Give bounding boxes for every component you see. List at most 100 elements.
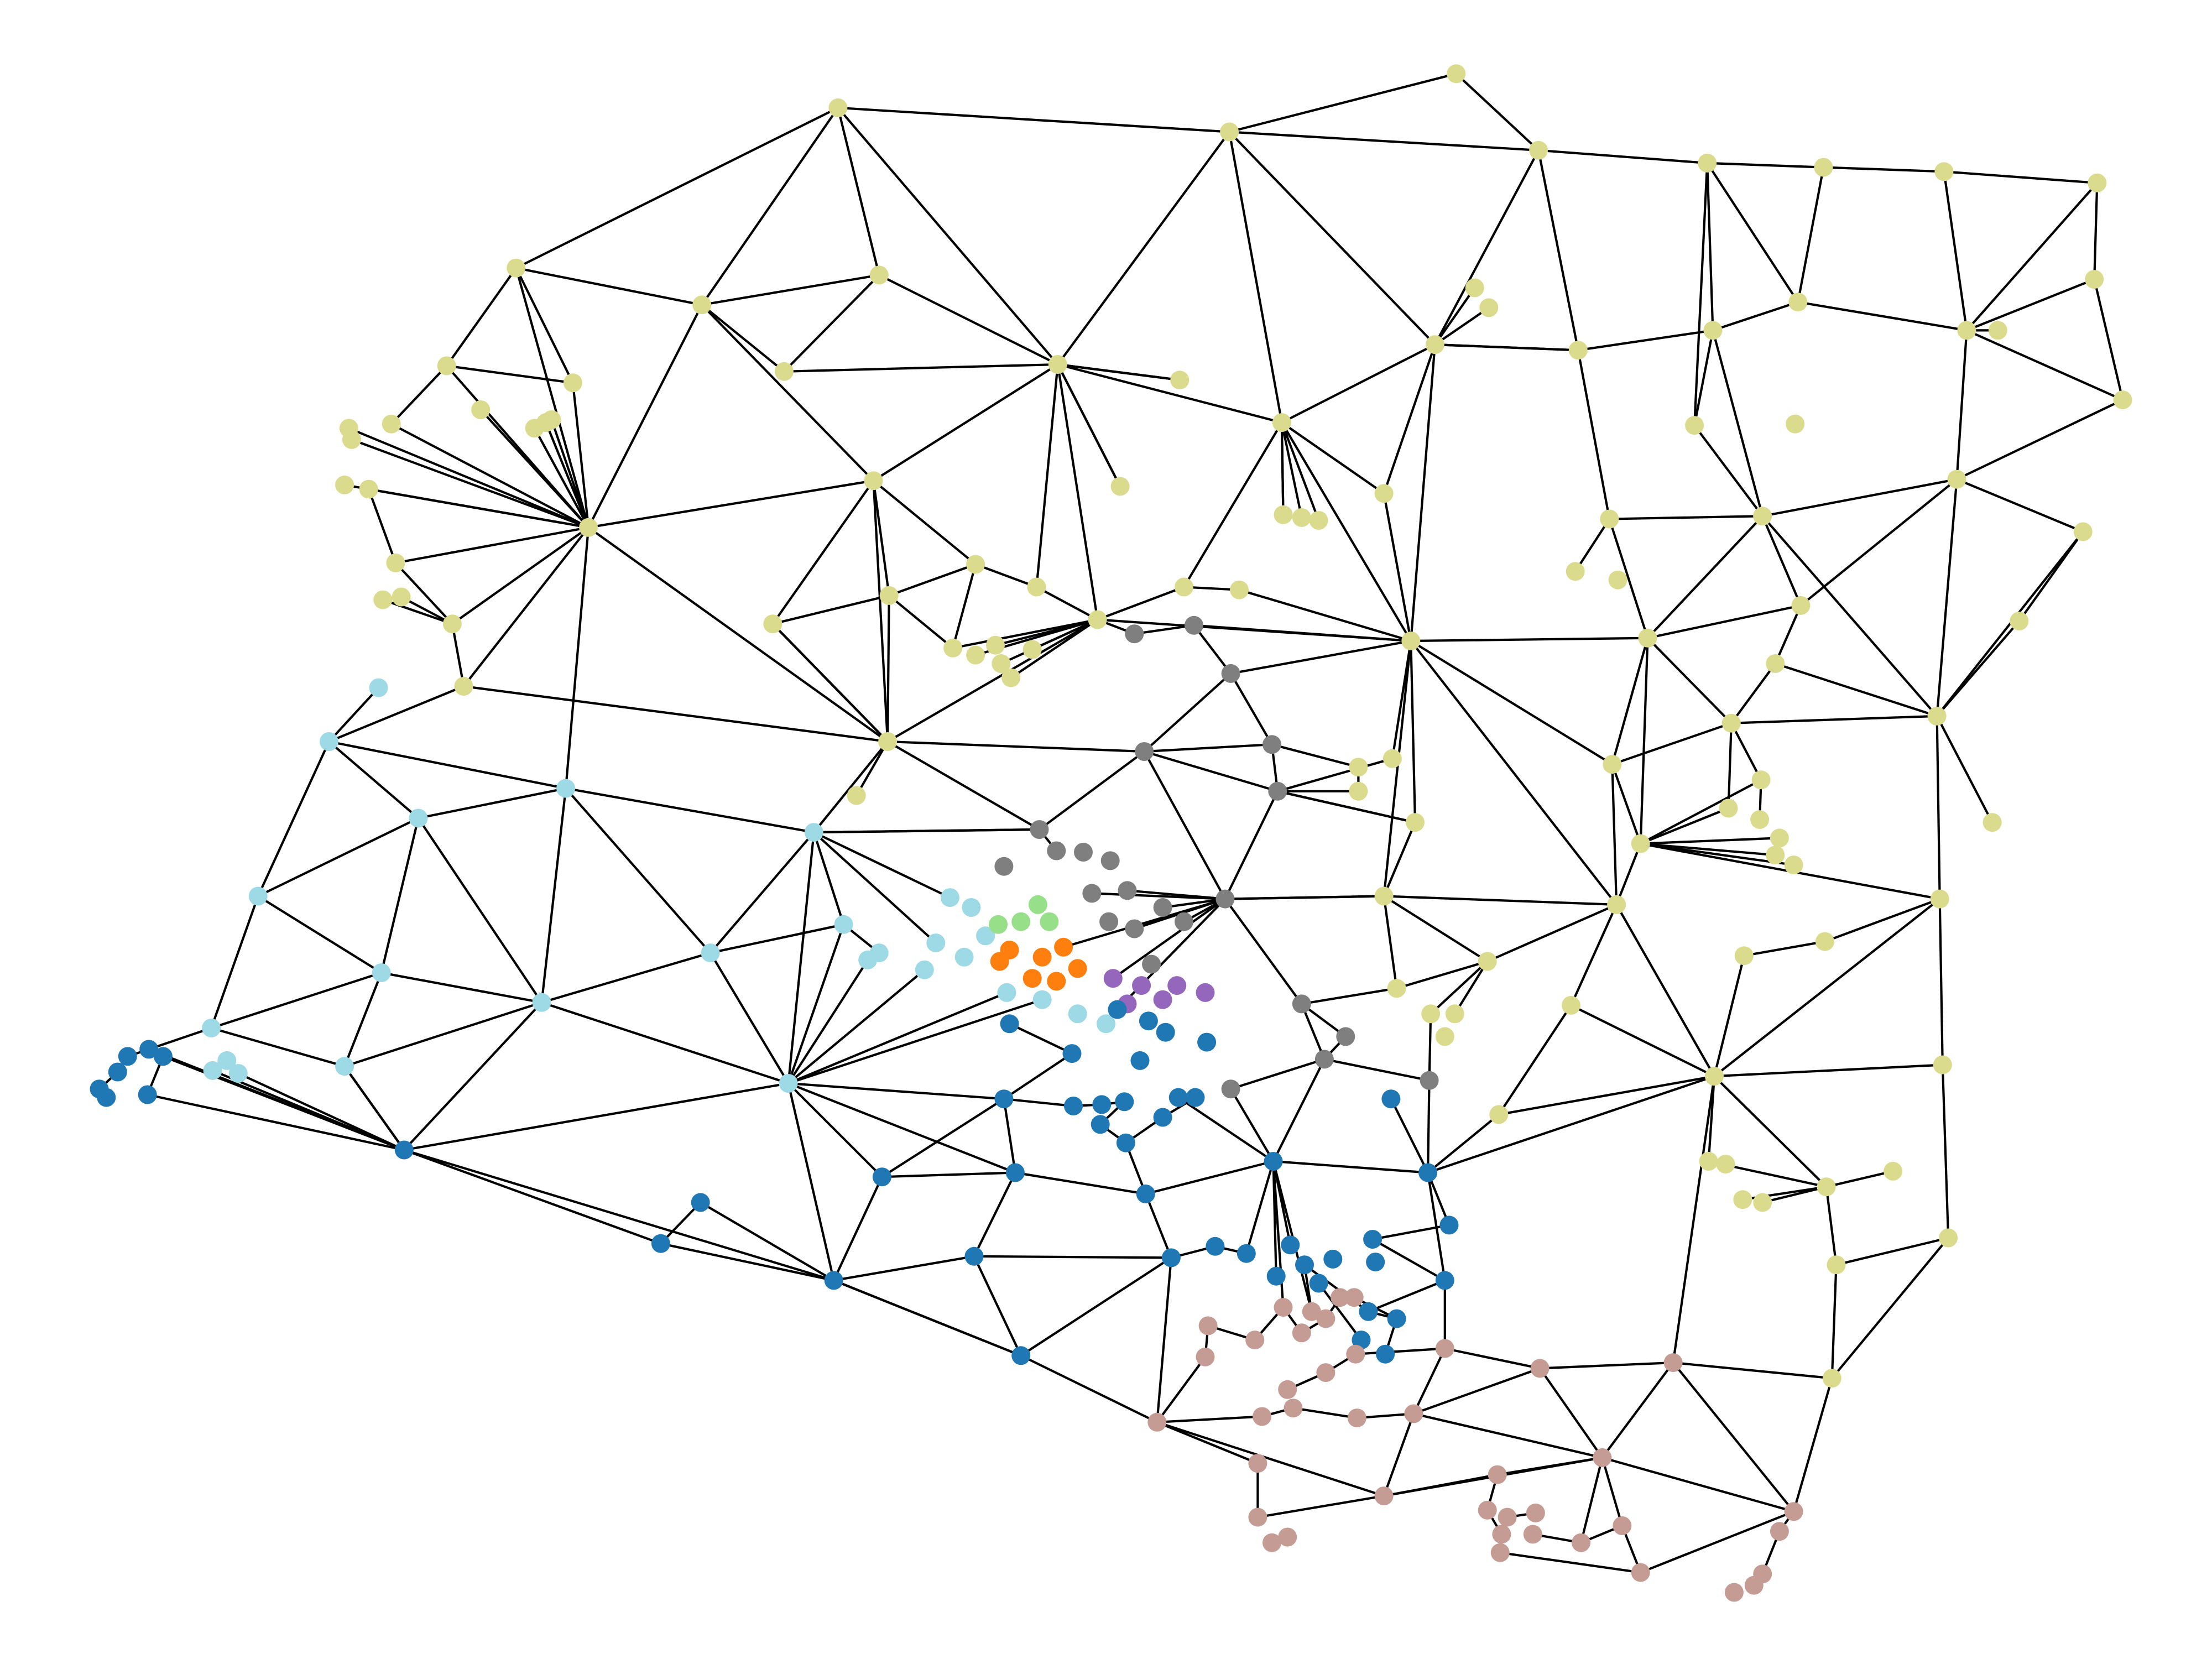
graph-edge xyxy=(1797,301,1968,332)
graph-edge xyxy=(1955,329,1968,481)
graph-edge xyxy=(1713,1063,1944,1078)
graph-edge xyxy=(1156,1421,1385,1498)
graph-node-olive xyxy=(1766,846,1785,865)
graph-node-olive xyxy=(1788,293,1808,312)
graph-edge xyxy=(1792,1377,1833,1513)
graph-edge xyxy=(1706,161,1825,169)
graph-node-gray xyxy=(1420,1071,1439,1090)
graph-edge xyxy=(812,828,1041,834)
graph-node-blue xyxy=(824,1271,843,1290)
graph-node-blue xyxy=(1309,1274,1328,1293)
graph-node-olive xyxy=(1220,122,1239,142)
graph-edge xyxy=(837,106,1231,133)
graph-edge xyxy=(445,364,575,384)
graph-node-light-blue xyxy=(248,886,268,906)
graph-node-rose xyxy=(1262,1533,1281,1552)
graph-edge xyxy=(1639,637,1649,845)
graph-node-light-green xyxy=(989,915,1008,934)
graph-edge xyxy=(1496,1456,1604,1476)
graph-node-olive xyxy=(2010,612,2029,631)
graph-node-olive xyxy=(1703,321,1723,340)
graph-node-gray xyxy=(1221,1079,1240,1099)
graph-edge xyxy=(1300,987,1398,1005)
graph-node-olive xyxy=(471,400,491,419)
graph-node-blue xyxy=(139,1040,159,1059)
graph-edge xyxy=(1713,954,1745,1078)
graph-node-olive xyxy=(1562,995,1580,1015)
graph-edge xyxy=(872,479,890,597)
graph-edge xyxy=(1936,530,2084,718)
graph-edge xyxy=(1383,343,1436,495)
graph-edge xyxy=(1280,421,1285,516)
graph-edge xyxy=(1835,1237,1950,1266)
graph-edge xyxy=(210,895,259,1030)
graph-edge xyxy=(1943,170,2099,184)
graph-node-olive xyxy=(392,587,411,607)
graph-node-light-blue xyxy=(804,823,823,842)
graph-edge xyxy=(1056,363,1283,424)
graph-node-light-blue xyxy=(1068,1004,1087,1024)
graph-edge xyxy=(1256,1495,1385,1519)
graph-node-rose xyxy=(1344,1288,1364,1307)
graph-edge xyxy=(1965,181,2099,332)
graph-edge xyxy=(787,968,926,1085)
graph-edge xyxy=(1706,161,1714,332)
graph-edge xyxy=(837,106,1059,366)
graph-node-olive xyxy=(1374,886,1394,906)
graph-edge xyxy=(973,1171,1017,1258)
graph-edge xyxy=(1453,960,1489,1015)
graph-node-gray xyxy=(1047,841,1066,860)
graph-node-olive xyxy=(1814,158,1833,177)
graph-edge xyxy=(1498,1075,1716,1116)
graph-node-blue xyxy=(1197,1032,1217,1052)
graph-edge xyxy=(390,364,448,425)
graph-node-blue xyxy=(1064,1097,1083,1115)
graph-node-rose xyxy=(1435,1339,1454,1358)
graph-edge xyxy=(1156,1415,1264,1423)
graph-node-orange xyxy=(1047,972,1066,991)
graph-edge xyxy=(1761,478,1958,518)
graph-node-rose xyxy=(1284,1399,1303,1418)
graph-node-blue xyxy=(1266,1266,1286,1286)
graph-edge xyxy=(837,106,880,276)
graph-node-blue xyxy=(1418,1163,1438,1182)
graph-node-gray xyxy=(1153,898,1172,917)
graph-edge xyxy=(1639,779,1762,845)
graph-edge xyxy=(951,563,977,649)
graph-node-olive xyxy=(1406,813,1425,832)
graph-node-olive xyxy=(1421,1004,1441,1024)
graph-edge xyxy=(1730,662,1777,724)
graph-edge xyxy=(327,685,465,743)
graph-node-rose xyxy=(1245,1331,1265,1350)
graph-node-gray xyxy=(1314,1050,1334,1069)
graph-edge xyxy=(787,991,1008,1085)
graph-edge xyxy=(1317,1282,1363,1342)
graph-node-olive xyxy=(1934,162,1954,181)
graph-node-blue xyxy=(108,1062,127,1082)
graph-edge xyxy=(1672,1075,1716,1364)
graph-edge xyxy=(380,817,420,974)
graph-node-blue xyxy=(1116,1133,1135,1152)
graph-edge xyxy=(1224,790,1279,900)
graph-node-blue xyxy=(1153,1108,1172,1127)
graph-edge xyxy=(1825,1186,1838,1266)
graph-node-olive xyxy=(1447,64,1466,84)
graph-edge xyxy=(1712,329,1764,518)
graph-edge xyxy=(1706,161,1799,304)
graph-node-gray xyxy=(1185,615,1203,635)
graph-node-olive xyxy=(1705,1067,1724,1086)
graph-edge xyxy=(394,561,454,625)
graph-edge xyxy=(1280,421,1303,519)
graph-edge xyxy=(1229,1088,1275,1163)
graph-node-rose xyxy=(1278,1527,1297,1547)
graph-node-olive xyxy=(1766,654,1785,673)
graph-edge xyxy=(1383,492,1412,643)
graph-edge xyxy=(1270,743,1360,769)
graph-node-olive xyxy=(1750,810,1770,830)
graph-node-olive xyxy=(1383,749,1402,768)
graph-node-blue xyxy=(118,1047,137,1066)
graph-edge xyxy=(343,971,383,1068)
graph-edge xyxy=(462,526,590,688)
graph-node-olive xyxy=(1719,799,1738,818)
graph-edge xyxy=(1126,889,1227,900)
